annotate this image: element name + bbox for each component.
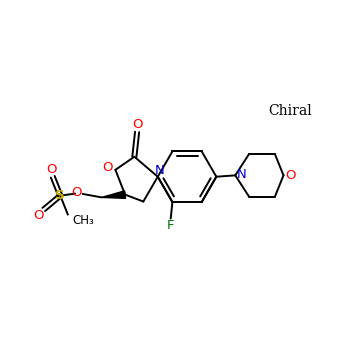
Text: O: O [103,161,113,174]
Text: N: N [155,164,164,177]
Text: O: O [33,209,44,222]
Text: O: O [71,187,82,199]
Text: S: S [56,189,65,202]
Text: O: O [285,169,296,182]
Text: O: O [46,163,57,176]
Text: N: N [236,168,246,182]
Text: F: F [167,219,174,232]
Polygon shape [102,191,126,198]
Text: O: O [132,118,142,131]
Text: Chiral: Chiral [268,104,312,118]
Text: CH₃: CH₃ [72,214,94,227]
